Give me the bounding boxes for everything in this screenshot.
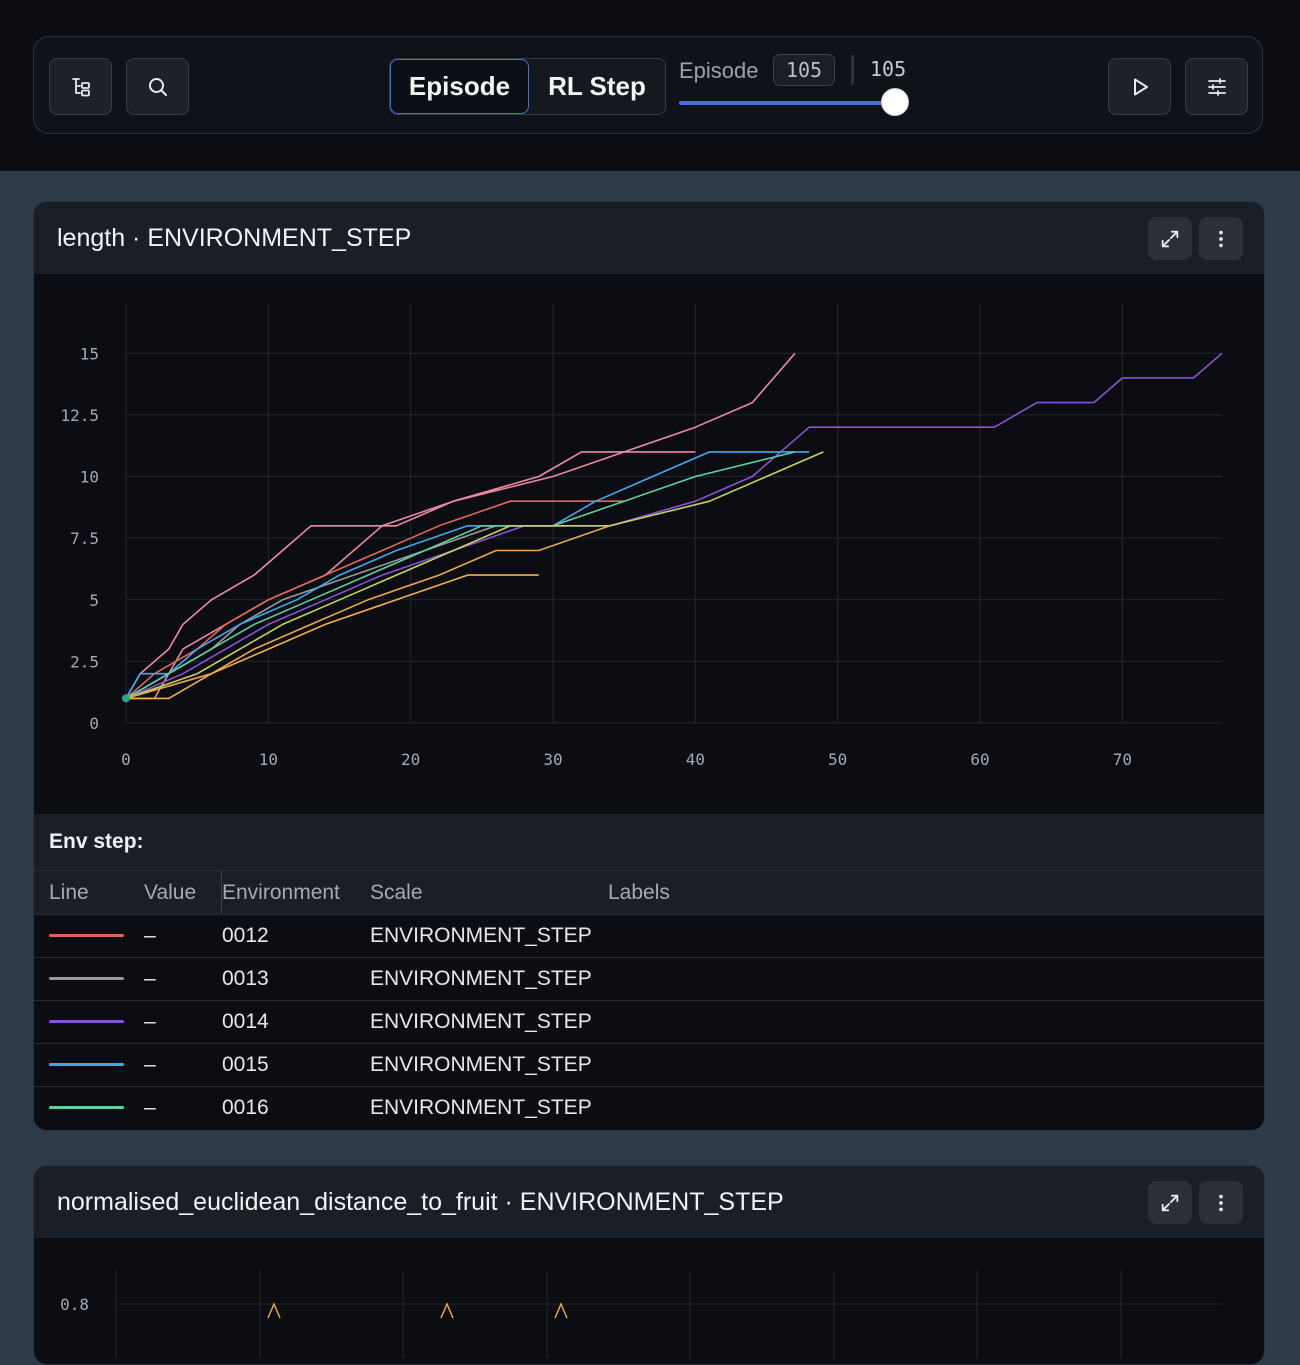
series-line	[125, 451, 796, 700]
line-swatch	[49, 934, 124, 937]
more-menu-button[interactable]	[1199, 1181, 1243, 1224]
series-line	[125, 525, 568, 700]
play-icon	[1133, 78, 1148, 95]
legend-environment: 0012	[222, 924, 269, 947]
series-line	[125, 451, 824, 700]
view-mode-toggle: Episode RL Step	[389, 58, 666, 115]
series-line	[125, 352, 1223, 700]
y-tick-label: 0.8	[60, 1295, 89, 1314]
panel-header: length · ENVIRONMENT_STEP	[34, 202, 1264, 274]
y-tick-label: 12.5	[60, 406, 99, 425]
series-line	[125, 451, 696, 699]
legend-row[interactable]: – 0013 ENVIRONMENT_STEP	[34, 957, 1264, 1000]
legend-value: –	[144, 924, 156, 947]
toolbar: Episode RL Step Episode 105 105	[33, 36, 1263, 134]
legend-scale: ENVIRONMENT_STEP	[370, 924, 592, 947]
legend-scale: ENVIRONMENT_STEP	[370, 967, 592, 990]
legend-value: –	[144, 1096, 156, 1119]
chart-panel-distance: normalised_euclidean_distance_to_fruit ·…	[33, 1165, 1265, 1365]
legend-scale: ENVIRONMENT_STEP	[370, 1010, 592, 1033]
sliders-icon	[1207, 77, 1226, 96]
episode-slider-thumb[interactable]	[881, 88, 909, 116]
y-tick-label: 2.5	[70, 652, 99, 671]
settings-button[interactable]	[1185, 58, 1248, 115]
column-scale[interactable]: Scale	[370, 881, 423, 904]
legend-value: –	[144, 1010, 156, 1033]
y-tick-label: 0	[89, 714, 99, 733]
legend-row[interactable]: – 0014 ENVIRONMENT_STEP	[34, 1000, 1264, 1043]
legend-environment: 0015	[222, 1053, 269, 1076]
search-button[interactable]	[126, 58, 189, 115]
series-line	[126, 352, 796, 700]
expand-button[interactable]	[1148, 217, 1192, 260]
series-line	[125, 525, 611, 700]
more-menu-button[interactable]	[1199, 217, 1243, 260]
y-tick-label: 10	[80, 468, 99, 487]
series-line	[126, 574, 539, 700]
x-tick-label: 0	[121, 750, 131, 769]
expand-icon	[1161, 1194, 1179, 1211]
episode-max: 105	[870, 57, 907, 81]
expand-button[interactable]	[1148, 1181, 1192, 1224]
column-value[interactable]: Value	[144, 881, 197, 904]
y-tick-label: 7.5	[70, 529, 99, 548]
column-resize-handle[interactable]	[221, 871, 222, 915]
start-point	[122, 694, 130, 703]
episode-slider[interactable]	[679, 88, 909, 116]
episode-input[interactable]: 105	[773, 54, 835, 86]
line-swatch	[49, 977, 124, 980]
tree-icon	[71, 77, 90, 96]
column-labels[interactable]: Labels	[608, 881, 670, 904]
series-line	[125, 451, 810, 699]
chart-panel-length: length · ENVIRONMENT_STEP 0 10 20 30 40 50 60 7…	[33, 201, 1265, 1131]
episode-separator	[851, 55, 854, 85]
series-line	[125, 500, 625, 700]
episode-slider-fill	[679, 101, 895, 105]
legend-row[interactable]: – 0015 ENVIRONMENT_STEP	[34, 1043, 1264, 1086]
x-tick-label: 40	[686, 750, 705, 769]
legend-value: –	[144, 1053, 156, 1076]
panel-title: length · ENVIRONMENT_STEP	[57, 224, 412, 252]
episode-label: Episode	[679, 58, 759, 83]
series-peaks	[267, 1302, 568, 1319]
column-environment[interactable]: Environment	[222, 881, 340, 904]
panel-title: normalised_euclidean_distance_to_fruit ·…	[57, 1188, 784, 1216]
expand-icon	[1161, 230, 1179, 247]
panel-header: normalised_euclidean_distance_to_fruit ·…	[34, 1166, 1264, 1238]
legend-header: Env step:	[34, 814, 1264, 870]
legend-environment: 0013	[222, 967, 269, 990]
x-tick-label: 70	[1113, 750, 1132, 769]
search-icon	[148, 77, 167, 96]
more-vertical-icon	[1219, 1194, 1223, 1211]
x-tick-label: 10	[259, 750, 278, 769]
legend-row[interactable]: – 0012 ENVIRONMENT_STEP	[34, 914, 1264, 957]
more-vertical-icon	[1219, 230, 1223, 247]
legend-environment: 0014	[222, 1010, 269, 1033]
legend-scale: ENVIRONMENT_STEP	[370, 1096, 592, 1119]
legend-environment: 0016	[222, 1096, 269, 1119]
line-chart-preview[interactable]: 0.8	[34, 1238, 1264, 1358]
x-tick-label: 50	[828, 750, 847, 769]
line-swatch	[49, 1063, 124, 1066]
legend-title: Env step:	[49, 830, 144, 853]
grid-lines	[115, 1270, 1222, 1358]
tab-episode[interactable]: Episode	[390, 59, 529, 114]
legend-scale: ENVIRONMENT_STEP	[370, 1053, 592, 1076]
legend-value: –	[144, 967, 156, 990]
legend-row[interactable]: – 0016 ENVIRONMENT_STEP	[34, 1086, 1264, 1129]
line-swatch	[49, 1020, 124, 1023]
x-tick-label: 20	[401, 750, 420, 769]
legend-column-headers: Line Value Environment Scale Labels	[34, 870, 1264, 915]
top-bar: Episode RL Step Episode 105 105	[0, 0, 1300, 171]
y-tick-label: 15	[80, 344, 99, 363]
tree-view-button[interactable]	[49, 58, 112, 115]
play-button[interactable]	[1108, 58, 1171, 115]
tab-rl-step[interactable]: RL Step	[548, 71, 646, 101]
x-tick-label: 60	[970, 750, 989, 769]
line-chart[interactable]: 0 10 20 30 40 50 60 70 0 2.5 5 7.5 10 12.5 15	[34, 274, 1264, 814]
x-tick-label: 30	[543, 750, 562, 769]
y-tick-label: 5	[89, 591, 99, 610]
column-line[interactable]: Line	[49, 881, 89, 904]
line-swatch	[49, 1106, 124, 1109]
